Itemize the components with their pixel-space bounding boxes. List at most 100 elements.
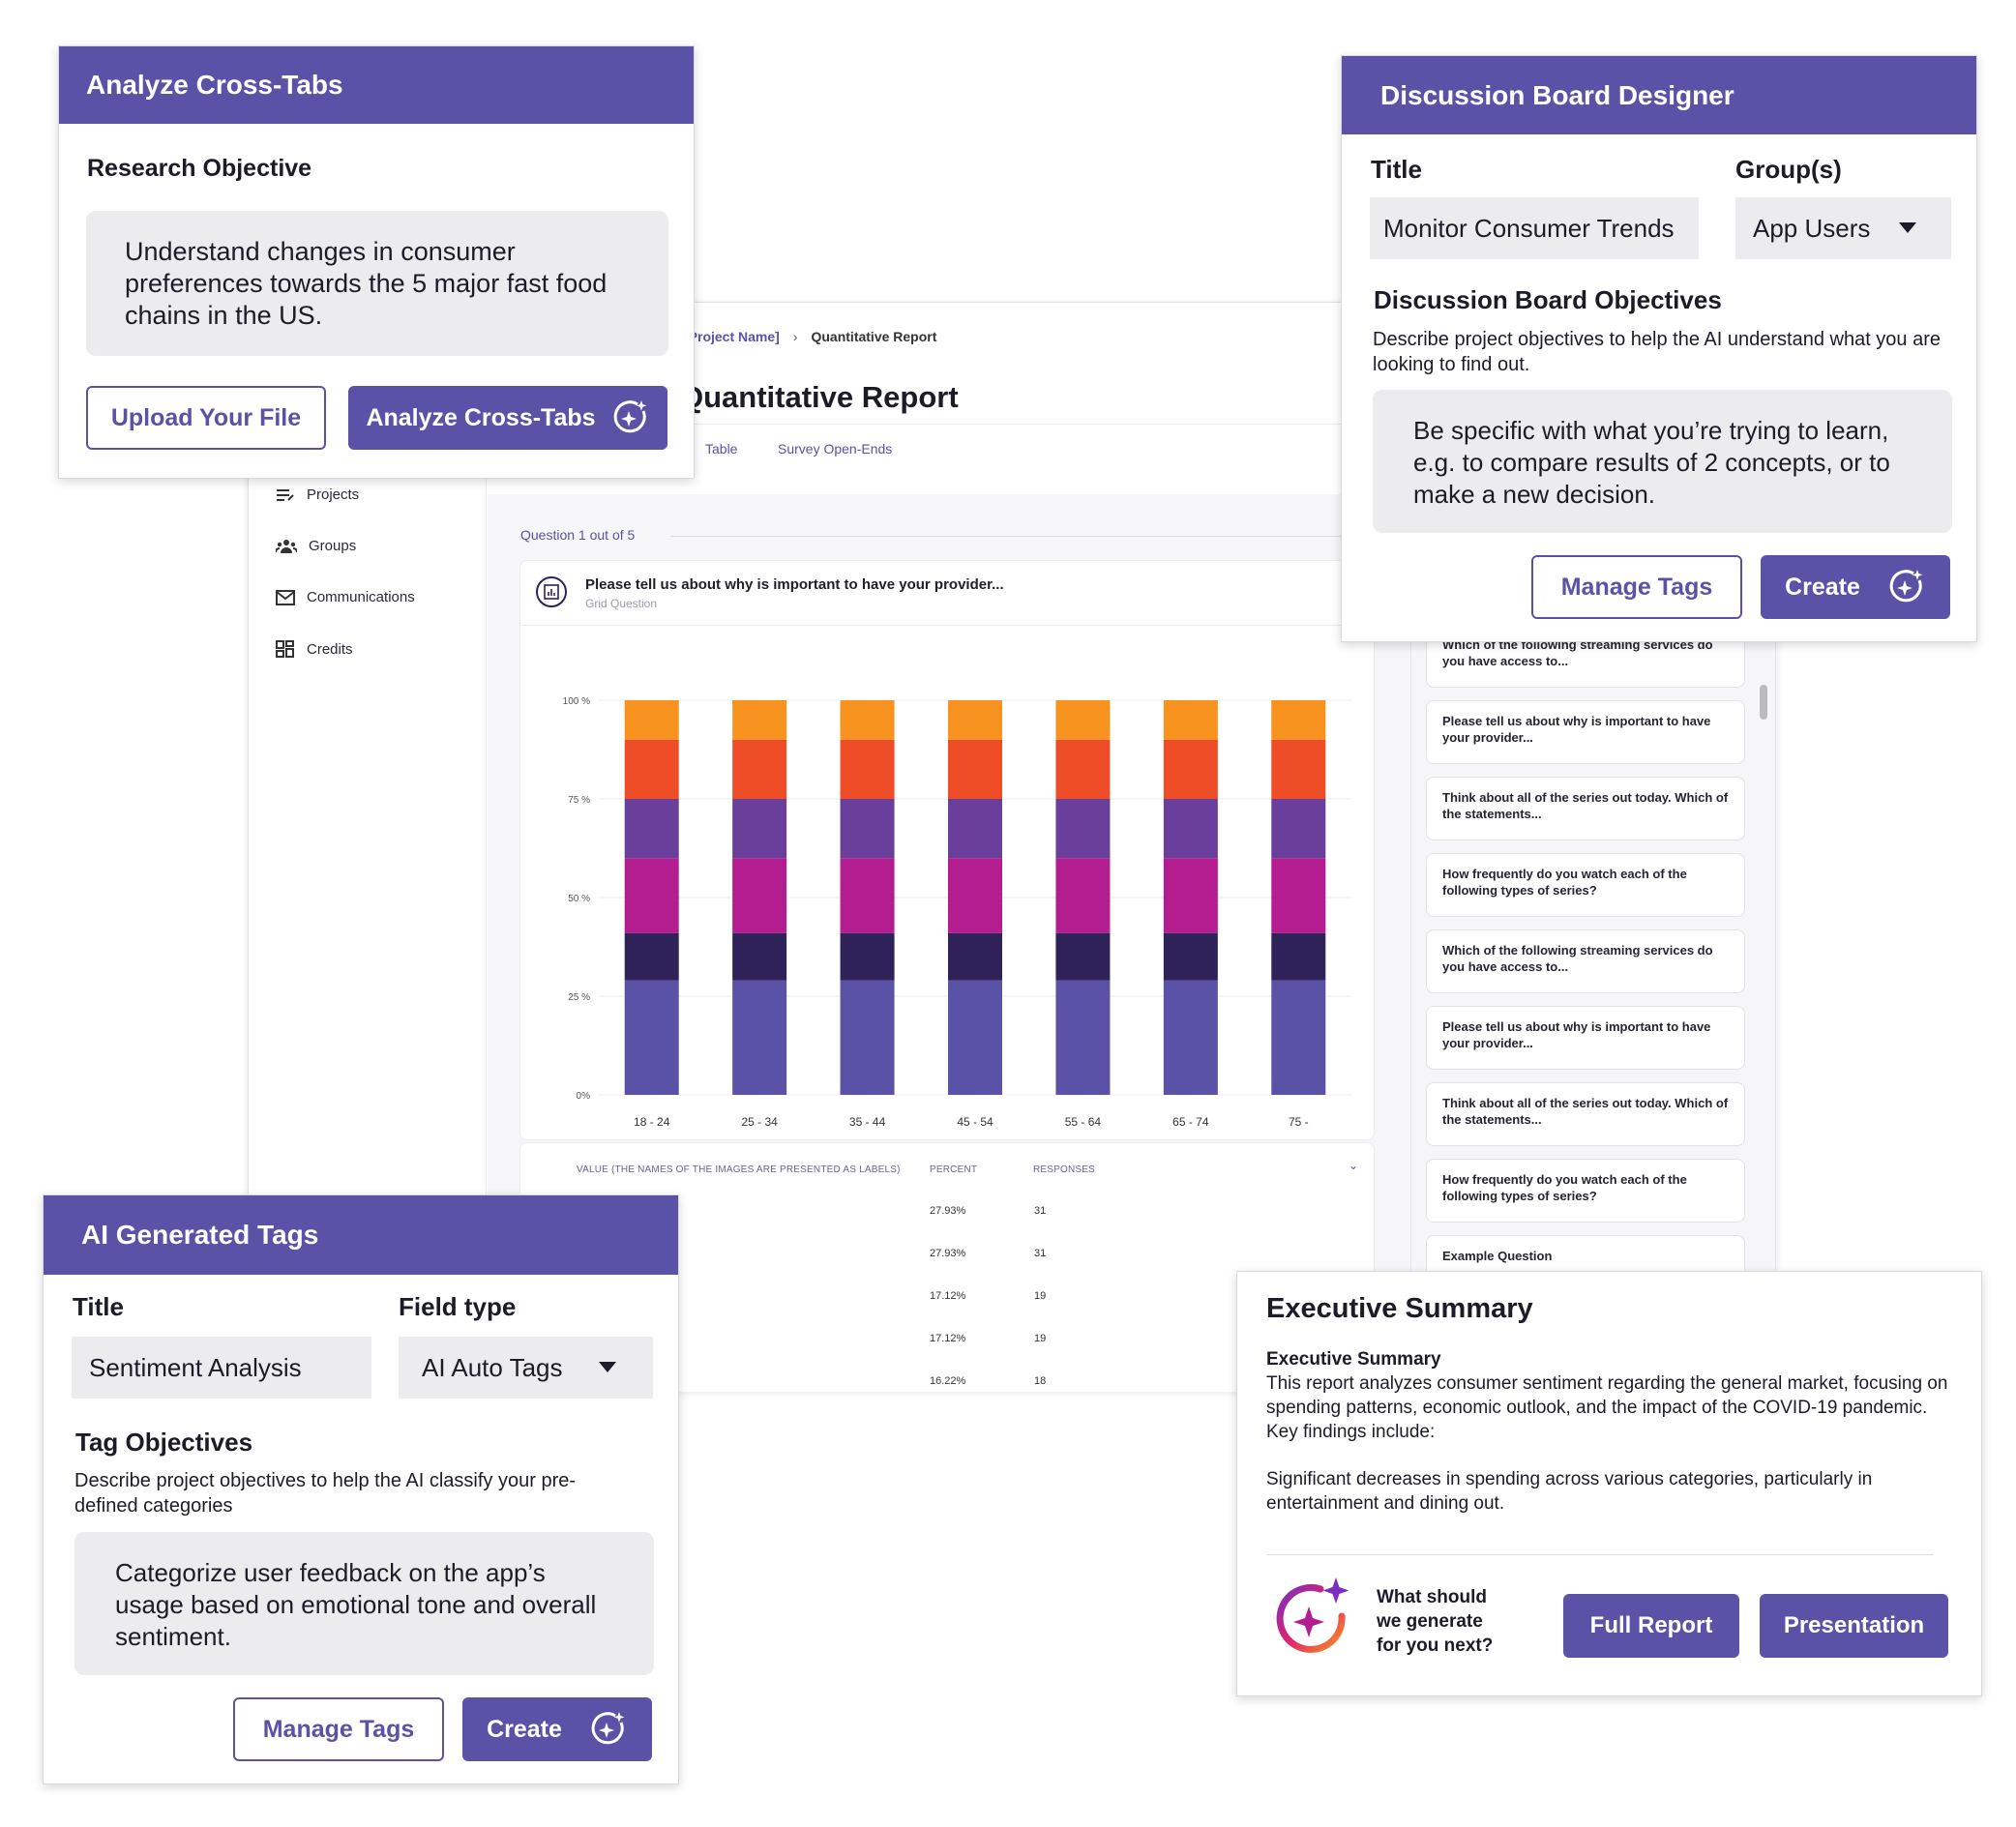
table-header-percent: PERCENT bbox=[930, 1164, 978, 1175]
manage-tags-button[interactable]: Manage Tags bbox=[233, 1697, 444, 1761]
sidebar-item-label: Projects bbox=[307, 486, 360, 503]
bar-segment[interactable] bbox=[1055, 799, 1111, 859]
bar-segment[interactable] bbox=[624, 980, 679, 1095]
bar-segment[interactable] bbox=[1271, 799, 1326, 859]
bar-segment[interactable] bbox=[1271, 858, 1326, 933]
bar-segment[interactable] bbox=[1163, 700, 1218, 740]
bar-segment[interactable] bbox=[840, 700, 895, 740]
create-button[interactable]: Create bbox=[462, 1697, 652, 1761]
tag-objectives-textarea[interactable]: Categorize user feedback on the app’s us… bbox=[74, 1532, 654, 1675]
table-header-value: VALUE (THE NAMES OF THE IMAGES ARE PRESE… bbox=[577, 1164, 901, 1175]
bar-segment[interactable] bbox=[948, 932, 1002, 981]
list-item[interactable]: Please tell us about why is important to… bbox=[1426, 700, 1745, 764]
list-item[interactable]: Which of the following streaming service… bbox=[1426, 929, 1745, 993]
groups-select[interactable]: App Users bbox=[1735, 197, 1951, 259]
sidebar-item-credits[interactable]: Credits bbox=[276, 640, 353, 658]
title-input[interactable]: Monitor Consumer Trends bbox=[1370, 197, 1699, 259]
list-item[interactable]: How frequently do you watch each of the … bbox=[1426, 853, 1745, 917]
manage-tags-button[interactable]: Manage Tags bbox=[1531, 555, 1742, 619]
table-cell-percent: 27.93% bbox=[930, 1205, 966, 1217]
bar-segment[interactable] bbox=[732, 700, 787, 740]
ai-tags-card: AI Generated Tags Title Field type Senti… bbox=[43, 1194, 679, 1784]
sidebar-item-groups[interactable]: Groups bbox=[276, 538, 356, 554]
tab-table[interactable]: Table bbox=[705, 441, 738, 457]
bar-segment[interactable] bbox=[1163, 739, 1218, 799]
bar-segment[interactable] bbox=[624, 799, 679, 859]
x-tick-label: 18 - 24 bbox=[634, 1115, 670, 1129]
x-tick-label: 75 - bbox=[1289, 1115, 1309, 1129]
breadcrumb-project-link[interactable]: [Project Name] bbox=[684, 329, 780, 344]
bar-segment[interactable] bbox=[624, 700, 679, 740]
groups-label: Group(s) bbox=[1735, 155, 1842, 184]
bar-segment[interactable] bbox=[732, 932, 787, 981]
sidebar-item-communications[interactable]: Communications bbox=[276, 589, 415, 605]
bar-segment[interactable] bbox=[948, 799, 1002, 859]
table-cell-responses: 19 bbox=[1034, 1333, 1047, 1344]
list-item[interactable]: How frequently do you watch each of the … bbox=[1426, 1159, 1745, 1223]
bar-segment[interactable] bbox=[1055, 858, 1111, 933]
table-cell-responses: 31 bbox=[1034, 1205, 1047, 1217]
analyze-cross-tabs-button[interactable]: Analyze Cross-Tabs bbox=[348, 386, 667, 450]
bar-segment[interactable] bbox=[840, 739, 895, 799]
table-cell-percent: 17.12% bbox=[930, 1333, 966, 1344]
card-header: Discussion Board Designer bbox=[1342, 56, 1976, 134]
full-report-button[interactable]: Full Report bbox=[1563, 1594, 1739, 1658]
tab-survey-open-ends[interactable]: Survey Open-Ends bbox=[778, 441, 893, 457]
bar-segment[interactable] bbox=[1055, 700, 1111, 740]
bar-segment[interactable] bbox=[732, 799, 787, 859]
bar-segment[interactable] bbox=[624, 858, 679, 933]
bar-segment[interactable] bbox=[732, 739, 787, 799]
bar-segment[interactable] bbox=[840, 799, 895, 859]
cross-tabs-card: Analyze Cross-Tabs Research Objective Un… bbox=[58, 45, 695, 479]
create-button[interactable]: Create bbox=[1761, 555, 1950, 619]
chevron-right-icon: › bbox=[792, 329, 798, 344]
bar-segment[interactable] bbox=[840, 980, 895, 1095]
groups-icon bbox=[276, 539, 297, 553]
bar-segment[interactable] bbox=[1163, 980, 1218, 1095]
presentation-button[interactable]: Presentation bbox=[1760, 1594, 1948, 1658]
chevron-down-icon[interactable]: ⌄ bbox=[1349, 1159, 1359, 1172]
bar-segment[interactable] bbox=[624, 932, 679, 981]
scrollbar[interactable] bbox=[1760, 685, 1767, 720]
bar-segment[interactable] bbox=[1055, 932, 1111, 981]
x-tick-label: 45 - 54 bbox=[957, 1115, 993, 1129]
bar-segment[interactable] bbox=[1055, 739, 1111, 799]
tag-objectives-description: Describe project objectives to help the … bbox=[74, 1470, 577, 1517]
bar-segment[interactable] bbox=[948, 858, 1002, 933]
bar-segment[interactable] bbox=[1055, 980, 1111, 1095]
bar-segment[interactable] bbox=[948, 980, 1002, 1095]
field-type-select[interactable]: AI Auto Tags bbox=[399, 1337, 653, 1399]
bar-segment[interactable] bbox=[624, 739, 679, 799]
objectives-textarea[interactable]: Be specific with what you’re trying to l… bbox=[1373, 390, 1952, 533]
bar-segment[interactable] bbox=[948, 739, 1002, 799]
field-type-value: AI Auto Tags bbox=[422, 1352, 563, 1382]
list-item[interactable]: Please tell us about why is important to… bbox=[1426, 1006, 1745, 1070]
bar-segment[interactable] bbox=[1163, 799, 1218, 859]
bar-segment[interactable] bbox=[1271, 700, 1326, 740]
bar-segment[interactable] bbox=[1271, 980, 1326, 1095]
bar-segment[interactable] bbox=[732, 980, 787, 1095]
bar-segment[interactable] bbox=[948, 700, 1002, 740]
objective-text[interactable]: Understand changes in consumer preferenc… bbox=[86, 211, 668, 356]
table-cell-responses: 18 bbox=[1034, 1375, 1047, 1387]
divider bbox=[1266, 1554, 1934, 1555]
upload-file-button[interactable]: Upload Your File bbox=[86, 386, 326, 450]
list-item[interactable]: Think about all of the series out today.… bbox=[1426, 1082, 1745, 1146]
x-tick-label: 25 - 34 bbox=[741, 1115, 778, 1129]
sidebar-item-projects[interactable]: Projects bbox=[276, 486, 359, 503]
bar-segment[interactable] bbox=[1271, 932, 1326, 981]
bar-segment[interactable] bbox=[840, 858, 895, 933]
groups-select-value: App Users bbox=[1753, 213, 1871, 243]
bar-segment[interactable] bbox=[840, 932, 895, 981]
breadcrumb: [Project Name] › Quantitative Report bbox=[684, 329, 936, 344]
bar-segment[interactable] bbox=[732, 858, 787, 933]
title-input[interactable]: Sentiment Analysis bbox=[72, 1337, 371, 1399]
objectives-label: Discussion Board Objectives bbox=[1374, 285, 1722, 314]
list-item[interactable]: Think about all of the series out today.… bbox=[1426, 777, 1745, 840]
card-title: Executive Summary bbox=[1266, 1293, 1533, 1324]
x-tick-label: 65 - 74 bbox=[1172, 1115, 1209, 1129]
bar-segment[interactable] bbox=[1163, 858, 1218, 933]
bar-segment[interactable] bbox=[1163, 932, 1218, 981]
page-title: Quantitative Report bbox=[680, 380, 959, 414]
bar-segment[interactable] bbox=[1271, 739, 1326, 799]
